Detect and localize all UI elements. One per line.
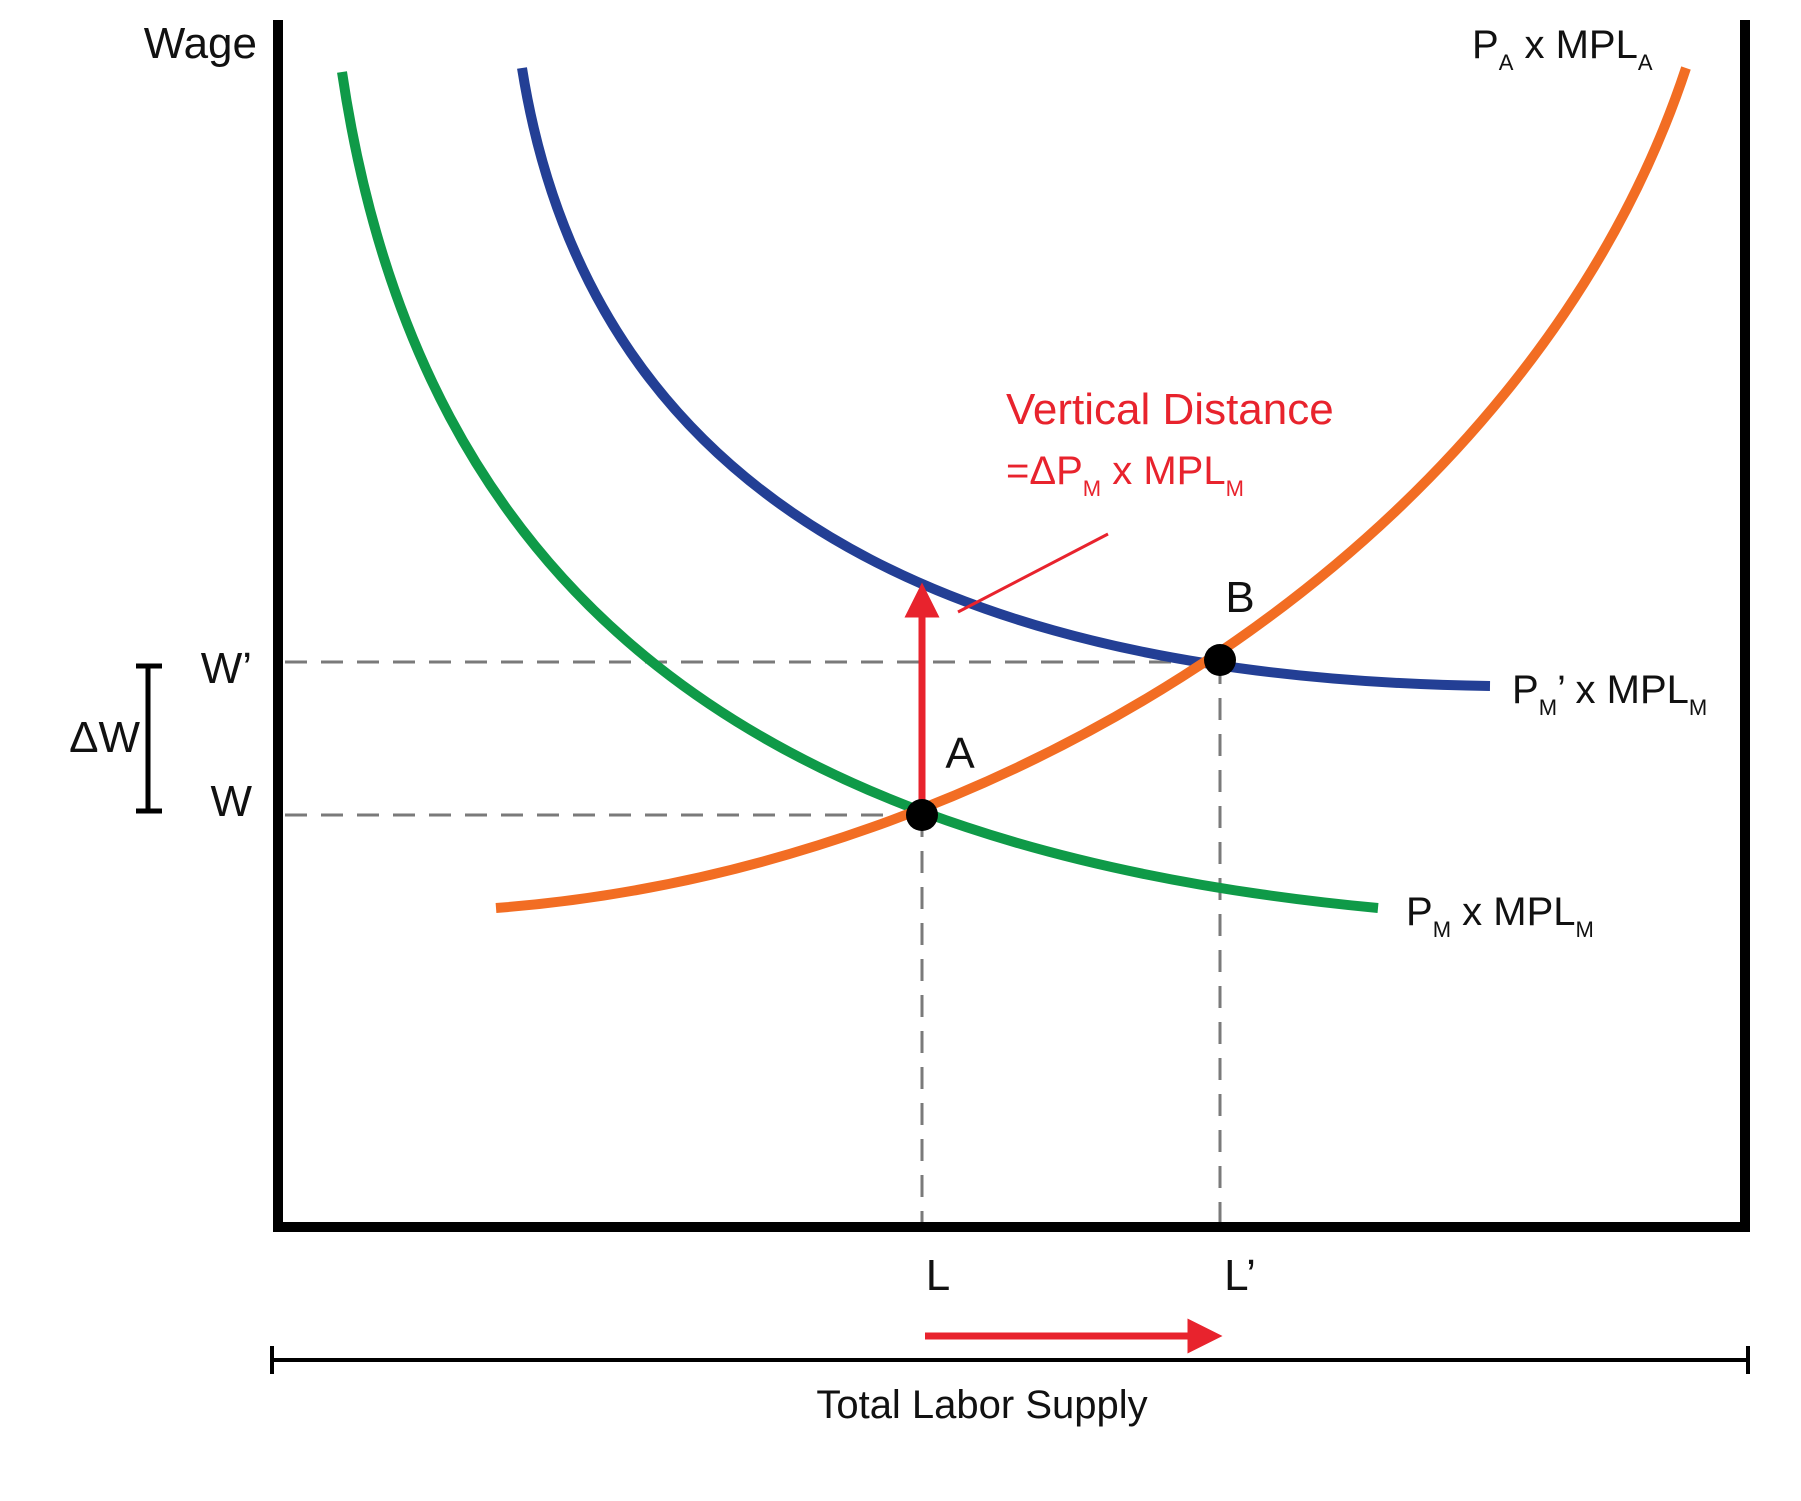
point-a-label: A — [945, 729, 975, 778]
tick-w-prime: W’ — [201, 644, 252, 693]
annotation-pointer — [957, 532, 1109, 614]
pm-curve-green — [337, 71, 1379, 913]
delta-w-bracket — [136, 663, 162, 814]
labor-supply-range — [270, 1346, 1750, 1374]
point-b-label: B — [1225, 573, 1254, 622]
pm-prime-curve-label: PM’ x MPLM — [1512, 668, 1707, 720]
annotation-title: Vertical Distance — [1006, 385, 1334, 434]
pm-prime-curve-blue — [517, 67, 1491, 691]
delta-w-label: ΔW — [69, 713, 140, 762]
point-a-dot — [906, 799, 938, 831]
axes — [273, 20, 1750, 1232]
point-b-dot — [1204, 644, 1236, 676]
tick-l-prime: L’ — [1224, 1251, 1256, 1300]
x-axis-label: Total Labor Supply — [816, 1383, 1147, 1427]
y-axis-label: Wage — [144, 19, 257, 68]
pa-curve-label: PA x MPLA — [1472, 23, 1653, 75]
dashed-guides — [285, 660, 1222, 1222]
tick-l: L — [926, 1251, 950, 1300]
annotation-equation: =ΔPM x MPLM — [1006, 449, 1244, 501]
tick-w: W — [210, 777, 252, 826]
pm-curve-label: PM x MPLM — [1406, 890, 1594, 942]
